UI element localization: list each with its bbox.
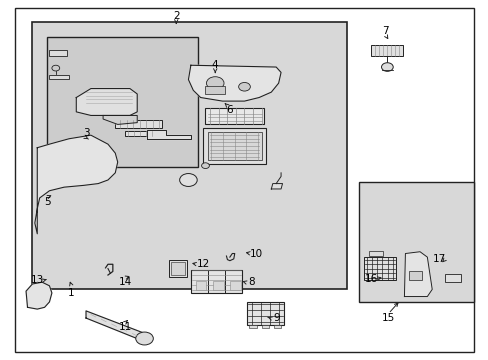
Bar	[190, 270, 242, 293]
Bar	[203, 128, 266, 164]
Text: 5: 5	[43, 197, 50, 207]
Polygon shape	[86, 311, 147, 339]
Bar	[207, 132, 261, 160]
Circle shape	[206, 77, 224, 90]
Bar	[229, 282, 240, 291]
Text: 7: 7	[382, 26, 388, 36]
Polygon shape	[35, 135, 118, 234]
Polygon shape	[147, 130, 190, 139]
Text: 14: 14	[118, 277, 131, 287]
Bar	[49, 75, 69, 79]
Bar	[363, 257, 395, 280]
Bar	[358, 182, 473, 302]
Bar	[205, 86, 224, 94]
Polygon shape	[404, 252, 431, 297]
Circle shape	[201, 163, 209, 168]
Text: 17: 17	[432, 254, 445, 264]
Polygon shape	[271, 184, 282, 189]
Text: 2: 2	[173, 11, 179, 21]
Text: 13: 13	[31, 275, 44, 285]
Bar	[32, 22, 346, 289]
Polygon shape	[76, 89, 137, 116]
Circle shape	[381, 63, 392, 71]
Polygon shape	[103, 116, 137, 125]
Bar	[370, 45, 402, 56]
Bar	[195, 282, 206, 291]
Circle shape	[238, 82, 250, 91]
Text: 4: 4	[211, 60, 218, 70]
Text: 15: 15	[381, 313, 394, 323]
Bar	[445, 274, 460, 282]
Text: 11: 11	[118, 322, 131, 332]
Bar	[205, 108, 264, 125]
Bar	[125, 131, 154, 136]
Circle shape	[136, 332, 153, 345]
Text: 3: 3	[82, 129, 89, 138]
Bar	[212, 282, 223, 291]
Bar	[47, 37, 198, 167]
Bar	[171, 262, 184, 275]
Circle shape	[179, 174, 197, 186]
Bar	[408, 271, 421, 280]
Polygon shape	[26, 282, 52, 309]
Text: 12: 12	[196, 259, 209, 269]
Bar	[368, 251, 383, 256]
Bar	[273, 325, 281, 328]
Bar	[49, 50, 66, 56]
Bar	[246, 302, 283, 325]
Bar	[115, 120, 161, 128]
Text: 1: 1	[68, 288, 75, 298]
Text: 8: 8	[248, 277, 255, 287]
Bar	[261, 325, 268, 328]
Bar	[249, 325, 256, 328]
Circle shape	[52, 65, 60, 71]
Bar	[168, 260, 187, 277]
Text: 16: 16	[364, 274, 377, 284]
Text: 10: 10	[250, 248, 263, 258]
Text: 6: 6	[226, 105, 233, 115]
Text: 9: 9	[272, 313, 279, 323]
Polygon shape	[188, 65, 281, 101]
